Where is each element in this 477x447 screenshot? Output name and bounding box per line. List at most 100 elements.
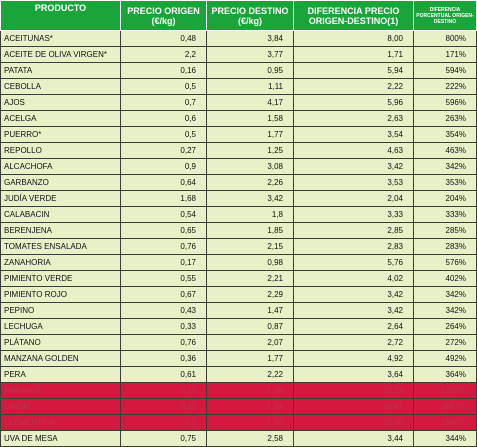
table-row: ACELGA 0,6 1,58 2,63 263%: [0, 110, 477, 127]
cell-producto: TOMATES ENSALADA: [0, 238, 121, 255]
cell-producto: LECHUGA: [0, 318, 121, 335]
cell-porcentaje: 283%: [413, 238, 477, 255]
table-row: CEBOLLA 0,5 1,11 2,22 222%: [0, 78, 477, 95]
table-row: LECHUGA 0,33 0,87 2,64 264%: [0, 318, 477, 335]
cell-diferencia: 3,54: [293, 126, 414, 143]
cell-diferencia: 2,63: [293, 110, 414, 127]
cell-porcentaje: 285%: [413, 222, 477, 239]
header-diferencia-porcentual: DIFERENCIA PORCENTUAL ORIGEN-DESTINO: [413, 0, 477, 31]
cell-porcentaje: 353%: [413, 174, 477, 191]
cell-porcentaje: 1223%: [413, 382, 477, 399]
header-precio-origen: PRECIO ORIGEN (€/kg): [120, 0, 207, 31]
cell-precio-destino: 1,85: [206, 222, 294, 239]
cell-precio-destino: 0,98: [206, 254, 294, 271]
cell-diferencia: 3,44: [293, 430, 414, 447]
cell-diferencia: 2,72: [293, 334, 414, 351]
cell-porcentaje: 364%: [413, 366, 477, 383]
cell-precio-destino: 2,07: [206, 334, 294, 351]
cell-precio-origen: 0,61: [120, 366, 207, 383]
table-row: ZANAHORIA 0,17 0,98 5,76 576%: [0, 254, 477, 271]
cell-precio-origen: 0,55: [120, 270, 207, 287]
cell-porcentaje: 594%: [413, 62, 477, 79]
cell-precio-origen: 0,76: [120, 334, 207, 351]
cell-porcentaje: 204%: [413, 190, 477, 207]
cell-porcentaje: 272%: [413, 334, 477, 351]
cell-producto: PATATA: [0, 62, 121, 79]
cell-precio-origen: 0,1: [120, 414, 207, 431]
cell-porcentaje: 263%: [413, 110, 477, 127]
cell-diferencia: 3,33: [293, 206, 414, 223]
cell-precio-origen: 0,48: [120, 30, 207, 47]
cell-producto: GARBANZO: [0, 174, 121, 191]
table-row: ALCACHOFA 0,9 3,08 3,42 342%: [0, 158, 477, 175]
header-precio-destino: PRECIO DESTINO (€/kg): [206, 0, 294, 31]
cell-precio-destino: 0,95: [206, 62, 294, 79]
cell-precio-destino: 4,17: [206, 94, 294, 111]
cell-porcentaje: 171%: [413, 46, 477, 63]
header-diferencia-precio: DIFERENCIA PRECIO ORIGEN-DESTINO(1): [293, 0, 414, 31]
cell-diferencia: 2,22: [293, 78, 414, 95]
cell-porcentaje: 354%: [413, 126, 477, 143]
table-row: JUDÍA VERDE 1,68 3,42 2,04 204%: [0, 190, 477, 207]
cell-diferencia: 3,53: [293, 174, 414, 191]
cell-precio-destino: 3,77: [206, 46, 294, 63]
cell-producto: PLÁTANO: [0, 334, 121, 351]
cell-producto: ACEITUNAS*: [0, 30, 121, 47]
table-row: CLEMENTINA 0,1 1,90 19,00 1900%: [0, 414, 477, 431]
cell-porcentaje: 342%: [413, 302, 477, 319]
cell-porcentaje: 342%: [413, 286, 477, 303]
cell-diferencia: 16,67: [293, 398, 414, 415]
cell-diferencia: 5,96: [293, 94, 414, 111]
cell-precio-destino: 3,42: [206, 190, 294, 207]
cell-precio-destino: 3,08: [206, 158, 294, 175]
cell-producto: REPOLLO: [0, 142, 121, 159]
table-row: PATATA 0,16 0,95 5,94 594%: [0, 62, 477, 79]
cell-precio-destino: 1,58: [206, 110, 294, 127]
table-row: CALABACIN 0,54 1,8 3,33 333%: [0, 206, 477, 223]
cell-diferencia: 5,76: [293, 254, 414, 271]
cell-precio-destino: 1,8: [206, 206, 294, 223]
cell-precio-origen: 0,5: [120, 78, 207, 95]
table-row: AJOS 0,7 4,17 5,96 596%: [0, 94, 477, 111]
cell-porcentaje: 492%: [413, 350, 477, 367]
cell-precio-origen: 1,68: [120, 190, 207, 207]
cell-producto: PIMIENTO VERDE: [0, 270, 121, 287]
cell-precio-destino: 3,84: [206, 30, 294, 47]
cell-porcentaje: 463%: [413, 142, 477, 159]
cell-producto: AJOS: [0, 94, 121, 111]
table-row: GARBANZO 0,64 2,26 3,53 353%: [0, 174, 477, 191]
cell-diferencia: 12,23: [293, 382, 414, 399]
cell-porcentaje: 576%: [413, 254, 477, 271]
cell-producto: JUDÍA VERDE: [0, 190, 121, 207]
cell-porcentaje: 264%: [413, 318, 477, 335]
cell-precio-origen: 0,27: [120, 142, 207, 159]
cell-precio-origen: 0,7: [120, 94, 207, 111]
cell-producto: PEPINO: [0, 302, 121, 319]
cell-precio-destino: 1,11: [206, 78, 294, 95]
cell-precio-origen: 0,64: [120, 174, 207, 191]
cell-diferencia: 3,42: [293, 302, 414, 319]
cell-diferencia: 5,94: [293, 62, 414, 79]
cell-precio-origen: 0,6: [120, 110, 207, 127]
cell-diferencia: 4,92: [293, 350, 414, 367]
table-row: PEPINO 0,43 1,47 3,42 342%: [0, 302, 477, 319]
cell-precio-destino: 2,58: [206, 430, 294, 447]
cell-producto: ZANAHORIA: [0, 254, 121, 271]
cell-precio-origen: 0,54: [120, 206, 207, 223]
table-row: PIMIENTO VERDE 0,55 2,21 4,02 402%: [0, 270, 477, 287]
table-row: UVA DE MESA 0,75 2,58 3,44 344%: [0, 430, 477, 447]
cell-precio-origen: 0,17: [120, 254, 207, 271]
cell-precio-destino: 1,90: [206, 414, 294, 431]
cell-precio-origen: 2,2: [120, 46, 207, 63]
cell-diferencia: 3,42: [293, 286, 414, 303]
cell-diferencia: 3,42: [293, 158, 414, 175]
cell-diferencia: 3,64: [293, 366, 414, 383]
header-row: PRODUCTO PRECIO ORIGEN (€/kg) PRECIO DES…: [0, 0, 477, 31]
cell-porcentaje: 596%: [413, 94, 477, 111]
cell-producto: ACELGA: [0, 110, 121, 127]
cell-producto: NARANJA: [0, 382, 121, 399]
table-header: PRODUCTO PRECIO ORIGEN (€/kg) PRECIO DES…: [0, 0, 477, 31]
cell-precio-origen: 0,75: [120, 430, 207, 447]
cell-diferencia: 2,85: [293, 222, 414, 239]
